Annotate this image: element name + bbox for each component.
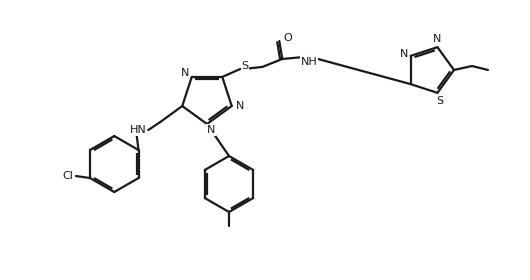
Text: N: N — [235, 101, 244, 111]
Text: O: O — [283, 33, 292, 43]
Text: HN: HN — [130, 125, 147, 135]
Text: N: N — [207, 125, 215, 135]
Text: Cl: Cl — [63, 171, 74, 181]
Text: N: N — [400, 49, 408, 59]
Text: S: S — [436, 96, 443, 106]
Text: N: N — [181, 68, 189, 78]
Text: S: S — [242, 61, 249, 71]
Text: N: N — [433, 34, 441, 44]
Text: NH: NH — [301, 57, 317, 67]
